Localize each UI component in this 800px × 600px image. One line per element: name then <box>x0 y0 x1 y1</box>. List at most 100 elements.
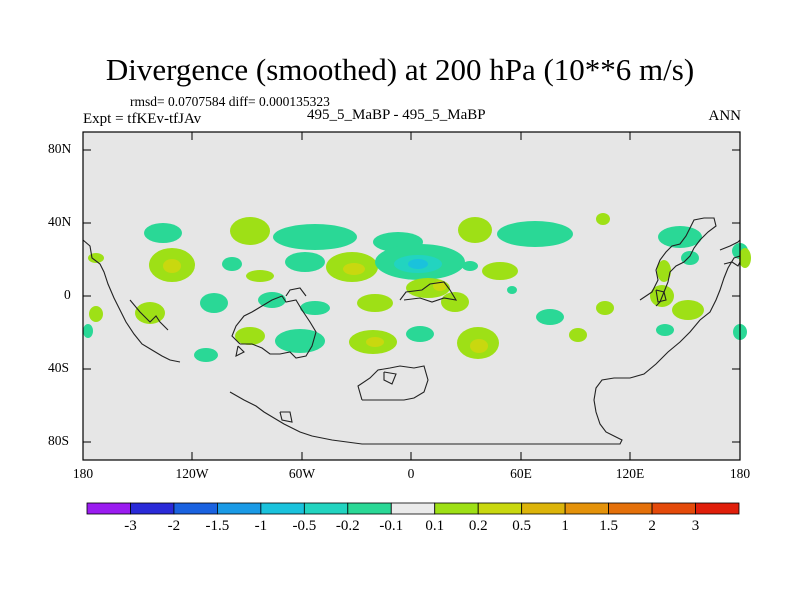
coastline <box>719 239 741 251</box>
colorbar-label: 1 <box>561 518 569 534</box>
lat-label-0: 0 <box>64 287 71 302</box>
colorbar-swatch <box>86 502 131 515</box>
contour-blob <box>275 329 325 353</box>
lon-label-120e: 120E <box>615 466 645 481</box>
contour-blob <box>406 326 434 342</box>
lat-label-40s: 40S <box>48 360 70 375</box>
tick-marks <box>83 132 740 460</box>
plot-title: Divergence (smoothed) at 200 hPa (10**6 … <box>105 52 695 87</box>
coastline <box>82 239 181 363</box>
contour-blob <box>194 348 218 362</box>
coastline <box>723 261 741 267</box>
colorbar-label: -1.5 <box>205 518 230 534</box>
colorbar-swatch <box>695 502 740 515</box>
contour-blob <box>470 339 488 353</box>
colorbar-label: -2 <box>167 518 181 534</box>
colorbar-swatch <box>216 502 262 515</box>
coastline <box>129 299 169 331</box>
contour-blob <box>357 294 393 312</box>
colorbar-label: -0.1 <box>379 518 404 534</box>
contour-blob <box>596 301 614 315</box>
contour-blob <box>285 252 325 272</box>
coastlines <box>82 217 741 445</box>
colorbar-swatch <box>347 502 392 515</box>
colorbar-swatch <box>130 502 175 515</box>
colorbar-label: 2 <box>648 518 656 534</box>
colorbar-label: -0.2 <box>335 518 360 534</box>
contour-blob <box>497 221 573 247</box>
colorbar-swatch <box>477 502 523 515</box>
contour-blob <box>246 270 274 282</box>
colorbar-label: 0.2 <box>468 518 488 534</box>
contour-blob <box>300 301 330 315</box>
contour-blob <box>458 217 492 243</box>
contour-blob <box>441 292 469 312</box>
contour-blob <box>462 261 478 271</box>
lat-label-80s: 80S <box>48 433 70 448</box>
contour-blob <box>681 251 699 265</box>
colorbar-label: -1 <box>254 518 268 534</box>
contour-blob <box>739 248 751 268</box>
contour-blob <box>656 324 674 336</box>
contour-blob <box>235 327 265 345</box>
stats-line: rmsd= 0.0707584 diff= 0.000135323 <box>130 94 330 109</box>
contour-blob <box>83 324 93 338</box>
contour-blob <box>366 337 384 347</box>
contour-blob <box>144 223 182 243</box>
coastline <box>231 295 317 359</box>
contour-blob <box>569 328 587 342</box>
coastline <box>357 365 429 401</box>
colorbar-label: 0.5 <box>512 518 532 534</box>
colorbar-label: -3 <box>124 518 137 534</box>
coastline <box>383 371 397 385</box>
coastline <box>639 217 717 307</box>
contour-fills <box>83 213 751 362</box>
lat-label-80n: 80N <box>48 141 72 156</box>
lon-label-180e: 180 <box>729 466 751 481</box>
contour-blob <box>657 260 671 282</box>
colorbar-swatch <box>608 502 653 515</box>
contour-blob <box>658 226 702 248</box>
colorbar-swatch <box>173 502 218 515</box>
contour-blob <box>672 300 704 320</box>
lat-label-40n: 40N <box>48 214 72 229</box>
coastline <box>655 289 667 303</box>
contour-blob <box>230 217 270 245</box>
contour-blob <box>200 293 228 313</box>
cases-label: 495_5_MaBP - 495_5_MaBP <box>307 107 486 123</box>
contour-blob <box>89 306 103 322</box>
colorbar-swatch <box>303 502 349 515</box>
contour-blob <box>596 213 610 225</box>
colorbar-swatch <box>521 502 566 515</box>
lon-label-180w: 180 <box>72 466 94 481</box>
colorbar-label: 1.5 <box>599 518 618 534</box>
contour-blob <box>408 259 428 269</box>
season-label: ANN <box>708 108 742 124</box>
colorbar-swatch <box>390 502 436 515</box>
lon-label-0: 0 <box>407 466 415 481</box>
lon-label-60w: 60W <box>288 466 316 481</box>
colorbar-swatch <box>564 502 610 515</box>
contour-blob <box>222 257 242 271</box>
coastline <box>229 255 741 445</box>
contour-blob <box>536 309 564 325</box>
colorbar-label: -0.5 <box>292 518 317 534</box>
lon-label-60e: 60E <box>510 466 532 481</box>
contour-blob <box>163 259 181 273</box>
colorbar-swatch <box>260 502 305 515</box>
colorbar-label: 3 <box>691 518 700 534</box>
contour-blob <box>507 286 517 294</box>
colorbar-swatch <box>651 502 696 515</box>
map-background <box>83 132 740 460</box>
colorbar-label: 0.1 <box>425 518 445 534</box>
coastline <box>235 345 245 357</box>
coastline <box>279 411 293 423</box>
colorbar-swatch <box>434 502 479 515</box>
lon-label-120w: 120W <box>175 466 209 481</box>
coastline <box>285 287 307 297</box>
experiment-label: Expt = tfKEv-tfJAv <box>83 111 202 127</box>
contour-blob <box>482 262 518 280</box>
coastline <box>399 281 458 303</box>
